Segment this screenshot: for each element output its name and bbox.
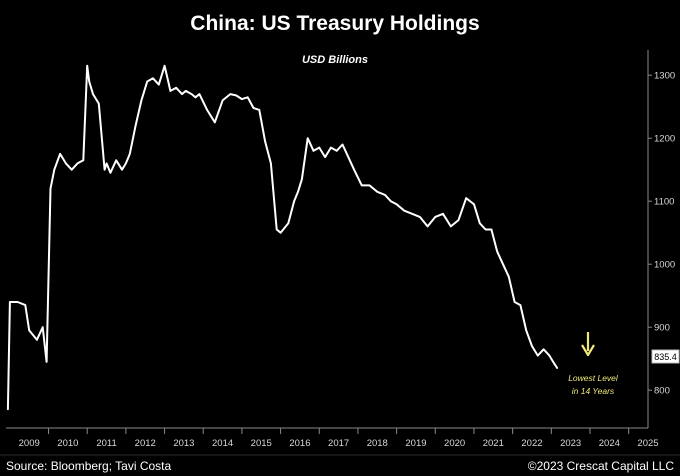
annotation-line-2: in 14 Years: [572, 386, 615, 396]
y-axis: 800 900 1000 1100 1200 1300: [647, 50, 675, 428]
x-tick-label: 2015: [251, 438, 272, 449]
x-tick-label: 2022: [521, 438, 542, 449]
annotation-line-1: Lowest Level: [568, 373, 619, 383]
last-value-label: 835.4: [654, 352, 677, 362]
footer-source: Source: Bloomberg; Tavi Costa: [6, 459, 172, 473]
x-tick-label: 2019: [405, 438, 426, 449]
y-tick-label: 900: [654, 323, 670, 334]
x-tick-label: 2021: [483, 438, 504, 449]
arrow-head: [581, 344, 595, 357]
x-tick-label: 2009: [19, 438, 40, 449]
x-tick-label: 2013: [173, 438, 194, 449]
y-tick-label: 1300: [654, 71, 675, 82]
chart-title: China: US Treasury Holdings: [190, 12, 479, 35]
x-axis: 2009 2010 2011 2012 2013 2014 2015 2016 2017 2018…: [6, 427, 659, 449]
y-tick-label: 1000: [654, 260, 675, 271]
x-tick-label: 2020: [444, 438, 465, 449]
x-tick-label: 2010: [57, 438, 78, 449]
x-tick-label: 2016: [289, 438, 310, 449]
last-value-badge: 835.4: [651, 349, 680, 364]
x-tick-label: 2025: [637, 438, 658, 449]
y-tick-label: 1200: [654, 134, 675, 145]
series-layer: [6, 64, 559, 411]
series-line-china-treasury-holdings: [6, 64, 559, 411]
chart-subtitle: USD Billions: [302, 54, 368, 66]
annotation-arrow: [581, 332, 595, 357]
last-value-box: [651, 349, 680, 364]
x-tick-label: 2018: [367, 438, 388, 449]
x-tick-label: 2014: [212, 438, 233, 449]
y-tick-label: 1100: [654, 197, 674, 208]
footer-copyright: ©2023 Crescat Capital LLC: [528, 459, 675, 473]
y-tick-label: 800: [654, 386, 670, 397]
x-tick-label: 2012: [135, 438, 156, 449]
x-tick-label: 2023: [560, 438, 581, 449]
x-tick-label: 2017: [328, 438, 349, 449]
x-tick-label: 2024: [599, 438, 620, 449]
x-tick-label: 2011: [96, 438, 116, 449]
